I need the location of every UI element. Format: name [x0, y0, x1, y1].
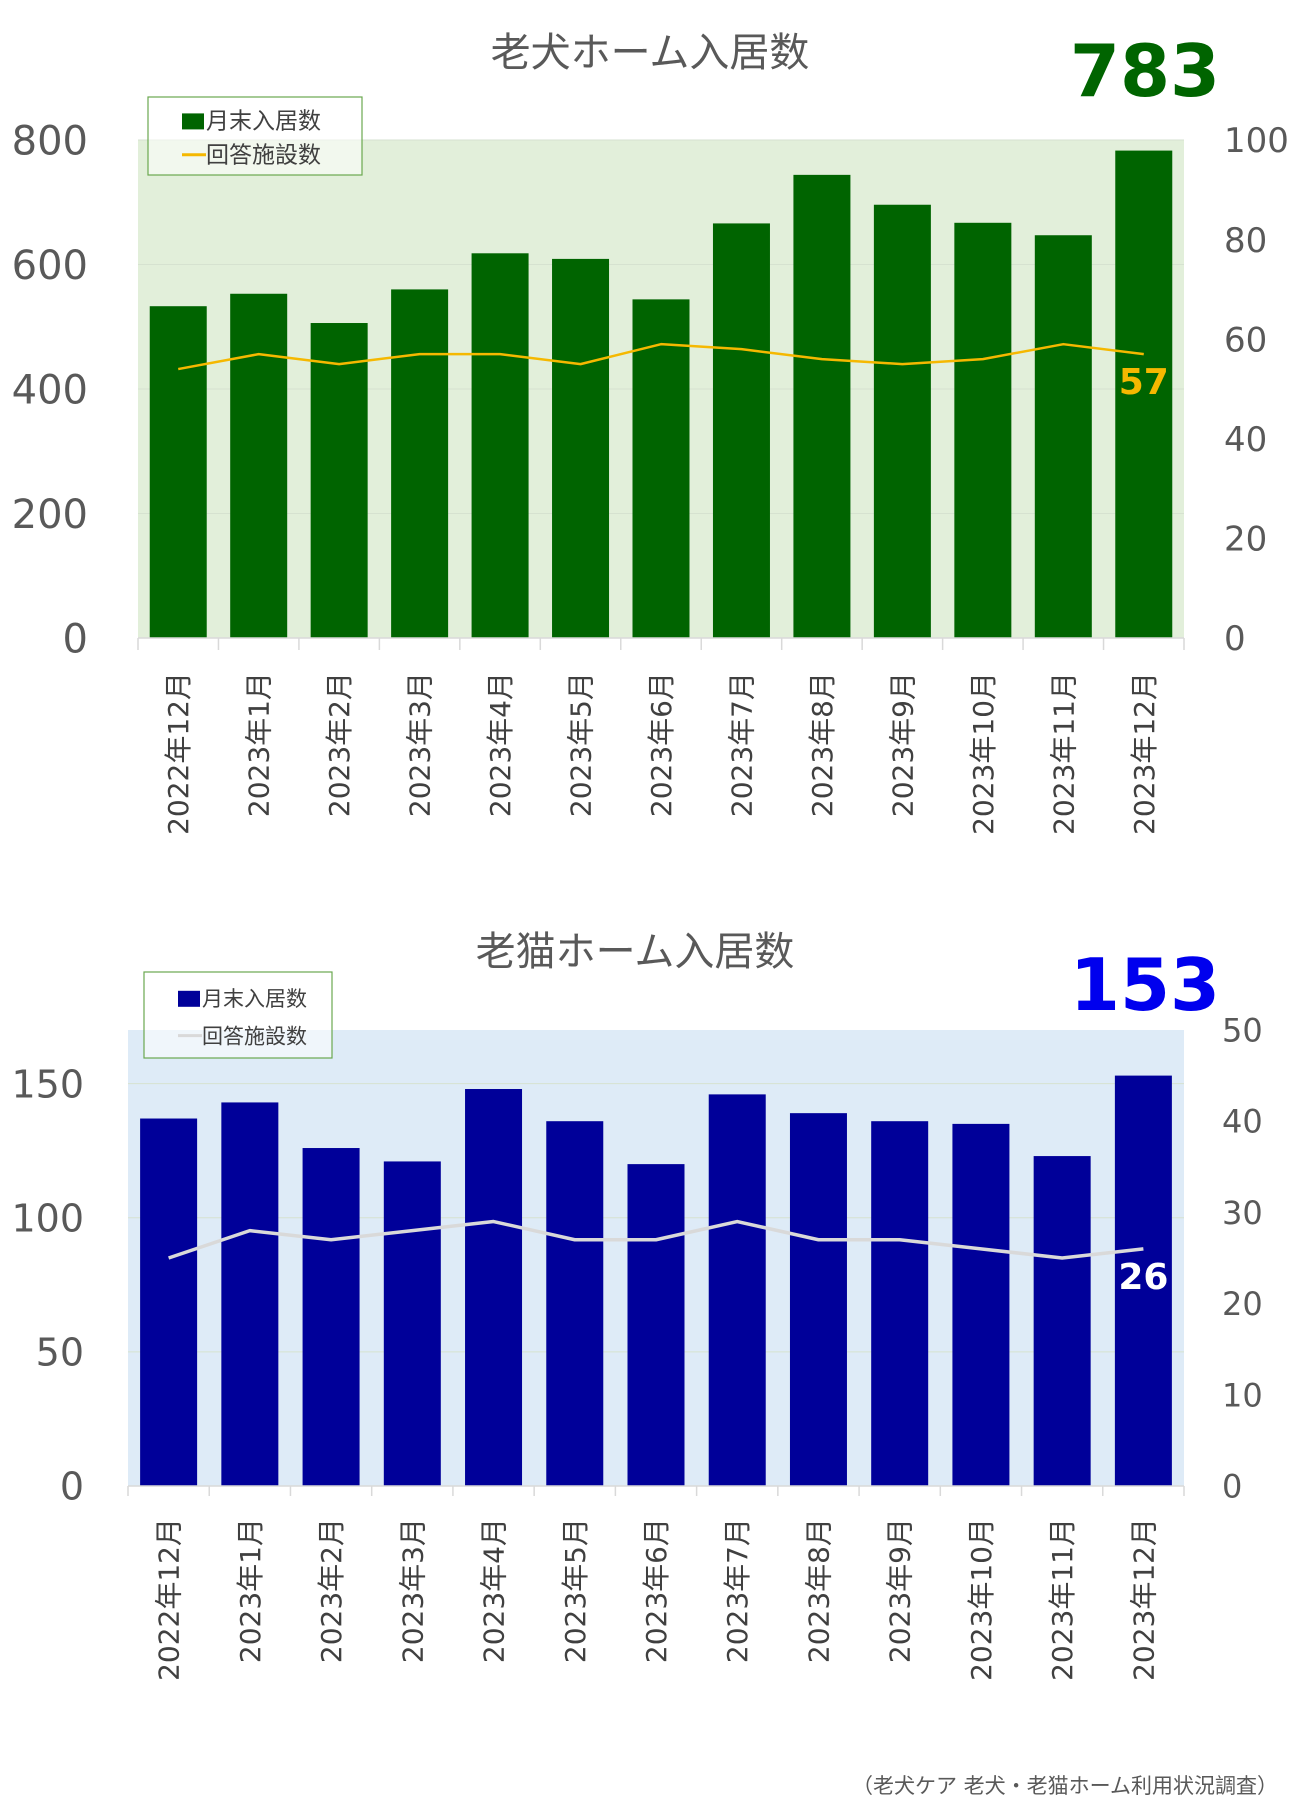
bar-2023年7月 — [709, 1094, 766, 1486]
x-tick-label: 2023年3月 — [404, 672, 437, 817]
x-tick-label: 2023年2月 — [315, 1518, 348, 1663]
bar-2023年4月 — [465, 1089, 522, 1486]
x-tick-label: 2023年9月 — [884, 1518, 917, 1663]
y-left-tick-label: 0 — [63, 616, 88, 662]
x-tick-label: 2023年10月 — [967, 672, 1000, 835]
x-tick-label: 2023年2月 — [323, 672, 356, 817]
source-note: （老犬ケア 老犬・老猫ホーム利用状況調査） — [852, 1770, 1278, 1800]
x-tick-label: 2023年7月 — [721, 1518, 754, 1663]
bar-2023年4月 — [472, 253, 529, 638]
legend-label-line: 回答施設数 — [206, 143, 321, 169]
bar-2023年11月 — [1035, 235, 1092, 638]
y-right-tick-label: 0 — [1222, 1468, 1242, 1506]
y-right-tick-label: 0 — [1224, 619, 1246, 659]
legend-label-bar: 月末入居数 — [206, 108, 321, 134]
bar-2023年10月 — [952, 1124, 1009, 1486]
bar-2023年9月 — [871, 1121, 928, 1486]
y-right-tick-label: 40 — [1222, 1103, 1263, 1141]
y-left-tick-label: 100 — [11, 1196, 84, 1240]
headline-value: 153 — [1070, 943, 1220, 1027]
y-right-tick-label: 30 — [1222, 1194, 1263, 1232]
x-tick-label: 2023年11月 — [1047, 672, 1080, 835]
legend-label-bar: 月末入居数 — [202, 987, 307, 1011]
y-right-tick-label: 20 — [1222, 1285, 1263, 1323]
chart-title: 老猫ホーム入居数 — [476, 929, 795, 975]
x-tick-label: 2023年8月 — [802, 1518, 835, 1663]
bar-2022年12月 — [150, 306, 207, 638]
chart-1: 老犬ホーム入居数 783 0 200 400 600 800 0 20 40 60 80 100 57 20… — [12, 29, 1289, 835]
bar-2023年6月 — [628, 1164, 685, 1486]
line-last-label: 57 — [1119, 362, 1169, 403]
x-tick-label: 2023年8月 — [806, 672, 839, 817]
x-tick-label: 2023年12月 — [1128, 672, 1161, 835]
legend-swatch-bar — [182, 113, 204, 129]
chart-2: 老猫ホーム入居数 153 0 50 100 150 0 10 20 30 40 50 26 2022年12… — [11, 929, 1262, 1681]
headline-value: 783 — [1070, 29, 1220, 113]
x-tick-label: 2023年4月 — [478, 1518, 511, 1663]
y-right-tick-label: 50 — [1222, 1012, 1263, 1050]
y-right-tick-label: 60 — [1224, 320, 1267, 360]
x-tick-label: 2023年11月 — [1046, 1518, 1079, 1681]
bar-2023年2月 — [311, 323, 368, 638]
bar-2023年1月 — [230, 294, 287, 638]
x-tick-label: 2023年1月 — [243, 672, 276, 817]
legend-swatch-bar — [178, 991, 200, 1007]
y-left-tick-label: 50 — [36, 1331, 84, 1375]
x-tick-label: 2022年12月 — [153, 1518, 186, 1681]
x-tick-label: 2023年10月 — [965, 1518, 998, 1681]
line-last-label: 26 — [1118, 1257, 1168, 1298]
bar-2022年12月 — [140, 1119, 197, 1486]
bar-2023年11月 — [1034, 1156, 1091, 1486]
x-tick-label: 2023年7月 — [725, 672, 758, 817]
x-tick-label: 2023年3月 — [396, 1518, 429, 1663]
y-left-tick-label: 800 — [12, 118, 88, 164]
bar-2023年10月 — [954, 223, 1011, 638]
bar-2023年5月 — [546, 1121, 603, 1486]
x-tick-label: 2023年9月 — [886, 672, 919, 817]
x-tick-label: 2023年4月 — [484, 672, 517, 817]
bar-2023年2月 — [303, 1148, 360, 1486]
y-right-tick-label: 40 — [1224, 420, 1267, 460]
x-tick-label: 2023年5月 — [559, 1518, 592, 1663]
y-left-tick-label: 600 — [12, 243, 88, 289]
x-tick-label: 2023年6月 — [640, 1518, 673, 1663]
chart-title: 老犬ホーム入居数 — [491, 30, 810, 76]
legend-label-line: 回答施設数 — [202, 1025, 307, 1049]
bar-2023年8月 — [793, 175, 850, 638]
x-tick-label: 2023年6月 — [645, 672, 678, 817]
bar-2023年1月 — [221, 1102, 278, 1486]
y-left-tick-label: 150 — [11, 1062, 84, 1106]
y-left-tick-label: 0 — [60, 1465, 84, 1509]
x-tick-label: 2023年5月 — [565, 672, 598, 817]
bar-2023年5月 — [552, 259, 609, 638]
x-tick-label: 2022年12月 — [162, 672, 195, 835]
x-tick-label: 2023年12月 — [1127, 1518, 1160, 1681]
y-right-tick-label: 10 — [1222, 1376, 1263, 1414]
bar-2023年9月 — [874, 205, 931, 638]
x-tick-label: 2023年1月 — [234, 1518, 267, 1663]
bar-2023年8月 — [790, 1113, 847, 1486]
y-left-tick-label: 200 — [12, 492, 88, 538]
bar-2023年3月 — [391, 289, 448, 638]
y-right-tick-label: 80 — [1224, 221, 1267, 261]
bar-2023年7月 — [713, 223, 770, 638]
y-left-tick-label: 400 — [12, 367, 88, 413]
y-right-tick-label: 100 — [1224, 121, 1289, 161]
y-right-tick-label: 20 — [1224, 520, 1267, 560]
bar-2023年3月 — [384, 1161, 441, 1486]
